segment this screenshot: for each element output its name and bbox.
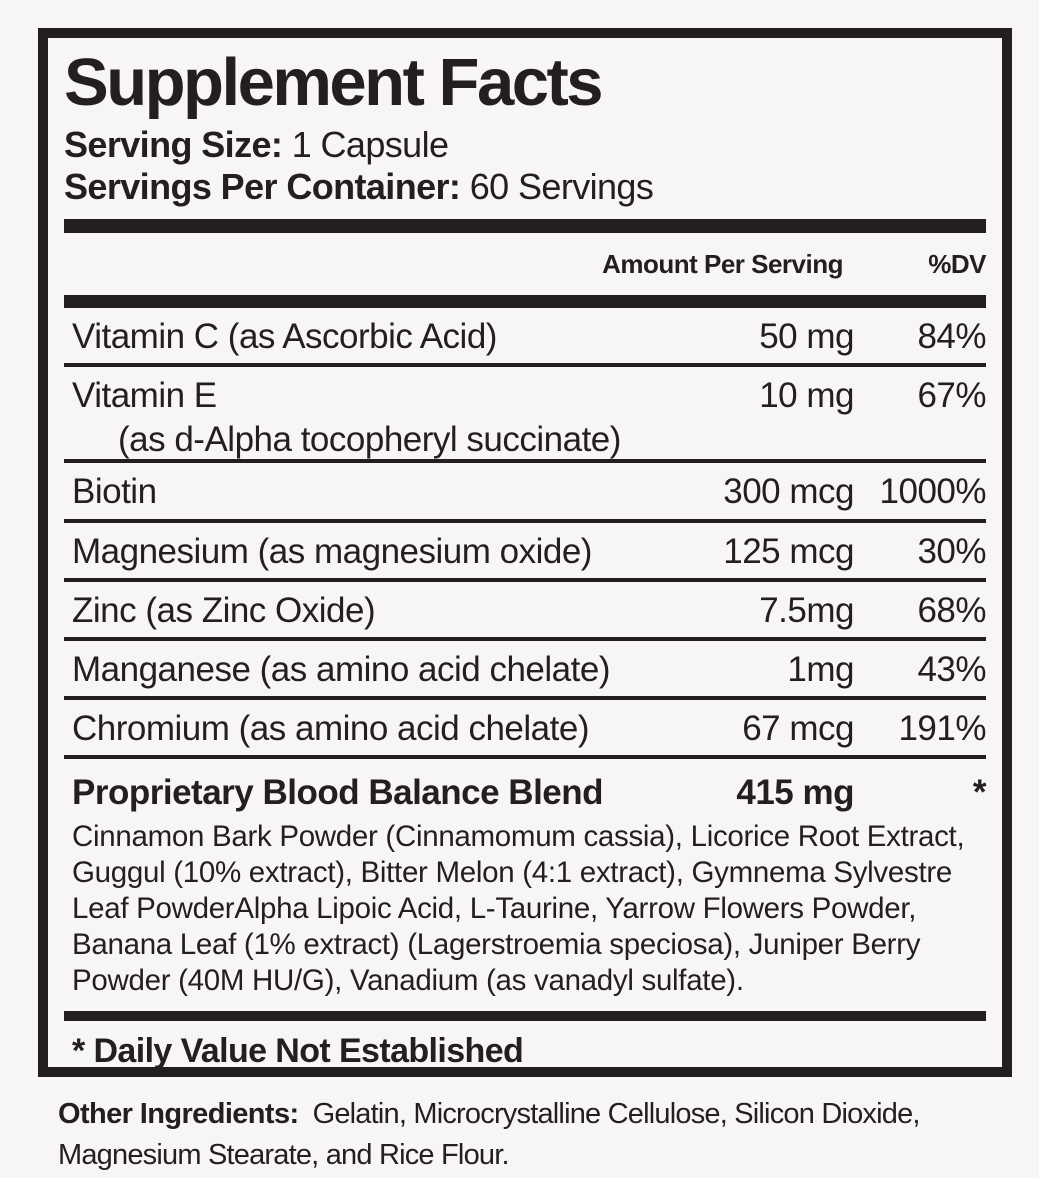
blend-name: Proprietary Blood Balance Blend (72, 773, 604, 813)
table-row: Zinc (as Zinc Oxide) 7.5mg 68% (64, 582, 987, 642)
table-row: Vitamin E 10 mg 67% (as d-Alpha tocopher… (64, 367, 987, 464)
proprietary-blend-section: Proprietary Blood Balance Blend 415 mg *… (64, 759, 987, 1011)
blend-header-row: Proprietary Blood Balance Blend 415 mg * (64, 761, 987, 815)
daily-value-footnote: * Daily Value Not Established (72, 1032, 524, 1071)
nutrient-table: Vitamin C (as Ascorbic Acid) 50 mg 84% V… (64, 308, 987, 1011)
nutrient-dv: 191% (898, 709, 986, 749)
nutrient-dv: 68% (917, 590, 986, 630)
table-row: Vitamin C (as Ascorbic Acid) 50 mg 84% (64, 308, 987, 368)
nutrient-name: Zinc (as Zinc Oxide) (72, 590, 376, 630)
other-ingredients-value: Gelatin, Microcrystalline Cellulose, Sil… (58, 1098, 921, 1172)
table-row: Chromium (as amino acid chelate) 67 mcg … (64, 700, 987, 760)
nutrient-dv: 30% (917, 531, 986, 571)
nutrient-amount: 67 mcg (742, 709, 854, 749)
nutrient-name: Vitamin E (72, 376, 217, 416)
nutrient-name: Biotin (72, 472, 157, 512)
serving-info: Serving Size: 1 Capsule Servings Per Con… (64, 124, 986, 208)
table-row: Biotin 300 mcg 1000% (64, 463, 987, 523)
blend-dv-asterisk: * (972, 773, 987, 813)
supplement-facts-panel: Supplement Facts Serving Size: 1 Capsule… (38, 28, 1012, 1077)
nutrient-name: Magnesium (as magnesium oxide) (72, 531, 592, 571)
nutrient-name: Vitamin C (as Ascorbic Acid) (72, 316, 497, 356)
nutrient-dv: 84% (917, 316, 986, 356)
servings-per-container-label: Servings Per Container: (64, 165, 461, 207)
divider-thick-header (64, 294, 986, 308)
servings-per-container-value: 60 Servings (469, 165, 654, 207)
nutrient-amount: 10 mg (759, 376, 854, 416)
nutrient-name: Chromium (as amino acid chelate) (72, 709, 589, 749)
divider-thick-top (64, 218, 986, 233)
nutrient-dv: 43% (917, 650, 986, 690)
blend-ingredient-list: Cinnamon Bark Powder (Cinnamomum cassia)… (72, 820, 965, 998)
dv-header: %DV (928, 248, 986, 279)
panel-title: Supplement Facts (64, 45, 604, 120)
nutrient-name: Manganese (as amino acid chelate) (72, 650, 610, 690)
other-ingredients: Other Ingredients: Gelatin, Microcrystall… (58, 1094, 1008, 1176)
nutrient-name-subline: (as d-Alpha tocopheryl succinate) (118, 420, 621, 460)
table-row: Magnesium (as magnesium oxide) 125 mcg 3… (64, 523, 987, 582)
nutrient-dv: 67% (917, 376, 986, 416)
serving-size-line: Serving Size: 1 Capsule (64, 124, 986, 166)
nutrient-dv: 1000% (879, 472, 987, 512)
nutrient-amount: 7.5mg (759, 590, 854, 630)
nutrient-amount: 300 mcg (723, 472, 854, 512)
serving-size-value: 1 Capsule (291, 123, 449, 165)
nutrient-amount: 1mg (787, 650, 854, 690)
table-row: Manganese (as amino acid chelate) 1mg 43… (64, 641, 987, 701)
amount-per-serving-header: Amount Per Serving (602, 248, 843, 279)
divider-thick-bottom (64, 1011, 986, 1022)
other-ingredients-label: Other Ingredients: (58, 1098, 299, 1130)
blend-amount: 415 mg (736, 773, 854, 813)
column-headers: Amount Per Serving %DV (64, 233, 986, 295)
serving-size-label: Serving Size: (64, 123, 283, 165)
servings-per-container-line: Servings Per Container: 60 Servings (64, 166, 986, 208)
nutrient-amount: 50 mg (759, 316, 854, 356)
nutrient-amount: 125 mcg (723, 531, 854, 571)
